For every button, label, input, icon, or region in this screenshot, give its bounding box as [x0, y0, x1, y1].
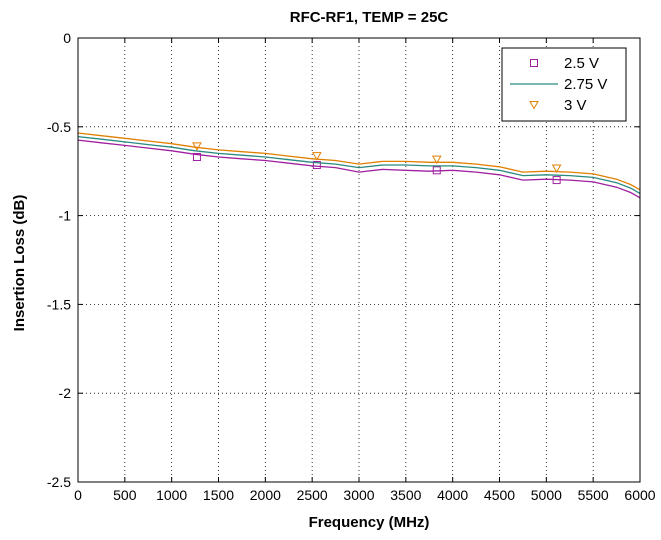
square-marker: [432, 166, 441, 175]
series-line: [77, 139, 641, 199]
ticks: 0 500 1000 1500 2000 2500 3000 3500 4000 4500 5000…: [47, 30, 656, 503]
series-line: [77, 132, 641, 191]
legend-label: 2.5 V: [564, 55, 599, 72]
triangle-marker: [192, 142, 202, 151]
series-2-5-vv: [77, 139, 641, 199]
chart-title: RFC-RF1, TEMP = 25C: [290, 9, 449, 26]
triangle-marker: [551, 164, 562, 174]
y-tick-label: -2: [59, 385, 72, 401]
y-tick-label: -0.5: [47, 119, 71, 135]
x-tick-label: 4500: [484, 487, 515, 503]
y-tick-label: -2.5: [47, 474, 71, 490]
square-marker: [312, 160, 321, 169]
square-marker: [552, 176, 561, 185]
legend: 2.5 V 2.75 V 3 V: [501, 47, 627, 122]
x-tick-label: 5500: [578, 487, 609, 503]
x-tick-label: 1500: [203, 487, 234, 503]
x-tick-label: 2500: [297, 487, 328, 503]
grid: [78, 38, 640, 482]
series-line: [77, 135, 641, 194]
x-axis-label: Frequency (MHz): [309, 514, 430, 531]
legend-entry: 2.75 V: [510, 76, 607, 93]
x-tick-label: 1000: [156, 487, 187, 503]
x-tick-label: 6000: [624, 487, 655, 503]
y-tick-label: 0: [63, 30, 71, 46]
y-tick-label: -1: [59, 208, 72, 224]
x-tick-label: 4000: [437, 487, 468, 503]
series-2-75-vv: [77, 135, 641, 194]
triangle-marker: [311, 152, 322, 161]
y-tick-label: -1.5: [47, 296, 71, 312]
x-tick-label: 2000: [250, 487, 281, 503]
x-tick-label: 3000: [343, 487, 374, 503]
legend-label: 3 V: [564, 97, 587, 114]
x-tick-label: 0: [74, 487, 82, 503]
legend-entry: 2.5 V: [530, 55, 599, 72]
y-axis-label: Insertion Loss (dB): [11, 195, 28, 332]
series-layer: [77, 132, 641, 199]
square-marker: [530, 59, 538, 67]
x-tick-label: 5000: [531, 487, 562, 503]
square-marker: [192, 152, 201, 161]
triangle-marker: [431, 155, 442, 165]
series-3-vv: [77, 132, 641, 191]
legend-label: 2.75 V: [564, 76, 607, 93]
triangle-marker: [529, 101, 539, 110]
x-tick-label: 500: [113, 487, 137, 503]
legend-entry: 3 V: [529, 97, 587, 114]
x-tick-label: 3500: [390, 487, 421, 503]
